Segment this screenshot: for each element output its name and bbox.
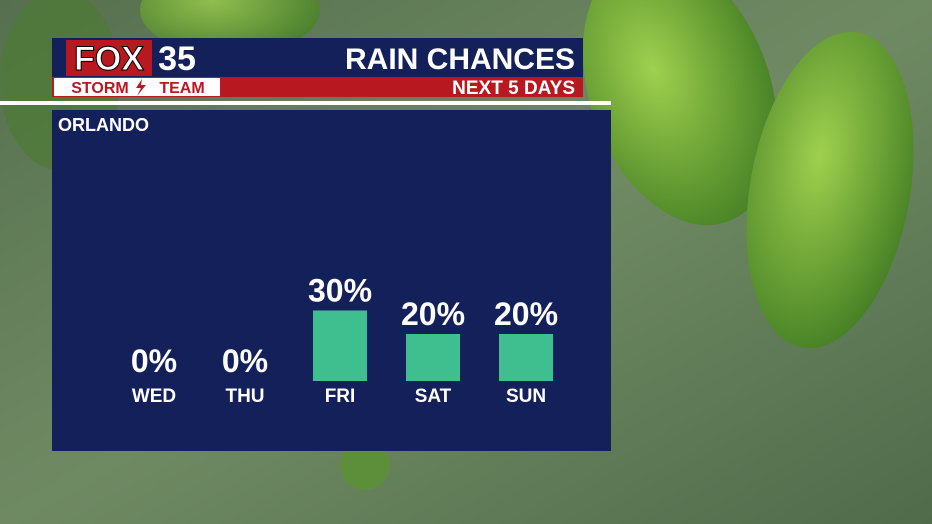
category-label: SAT (415, 386, 452, 407)
bar (313, 310, 367, 381)
divider (0, 101, 611, 105)
chart-subtitle: NEXT 5 DAYS (452, 78, 575, 99)
team-left: STORM (71, 80, 128, 97)
logo-box (66, 40, 152, 76)
value-label: 20% (401, 296, 465, 332)
category-label: SUN (506, 386, 546, 407)
bar (406, 334, 460, 381)
category-label: THU (225, 386, 264, 407)
value-label: 0% (131, 343, 177, 379)
value-label: 0% (222, 343, 268, 379)
bar (499, 334, 553, 381)
category-label: FRI (325, 386, 356, 407)
location: ORLANDO (58, 115, 149, 135)
leaves (0, 0, 914, 490)
category-label: WED (132, 386, 176, 407)
value-label: 30% (308, 273, 372, 309)
logo-channel: 35 (158, 40, 196, 78)
team-right: TEAM (159, 80, 204, 97)
chart-panel (52, 110, 611, 451)
chart-title: RAIN CHANCES (345, 43, 575, 76)
lightning-icon (136, 79, 146, 96)
logo-network: FOX (74, 40, 144, 78)
value-label: 20% (494, 296, 558, 332)
